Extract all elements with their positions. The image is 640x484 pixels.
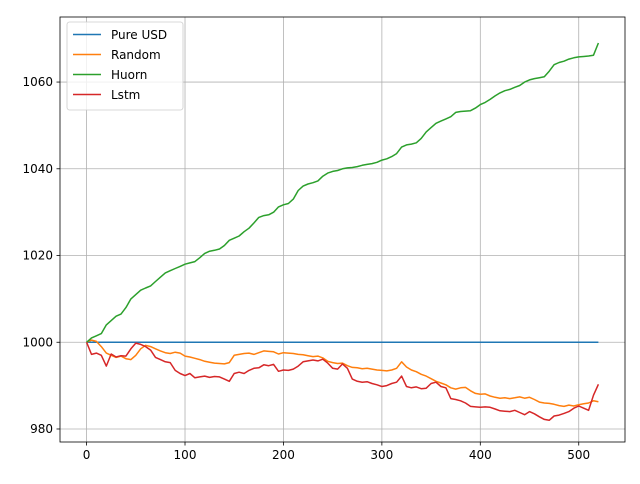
y-tick-label: 1040 xyxy=(22,162,53,176)
y-tick-label: 1000 xyxy=(22,335,53,349)
legend-label-lstm: Lstm xyxy=(111,88,140,102)
legend-box xyxy=(66,21,184,111)
x-axis: 0 100 200 300 400 500 xyxy=(83,442,590,462)
y-tick-label: 980 xyxy=(30,422,53,436)
legend: Pure USD Random Huorn Lstm xyxy=(66,21,184,111)
legend-label-random: Random xyxy=(111,48,161,62)
series-lines xyxy=(85,42,600,422)
x-tick-label: 0 xyxy=(83,448,91,462)
x-tick-label: 500 xyxy=(567,448,590,462)
legend-label-pure-usd: Pure USD xyxy=(111,28,167,42)
plot-frame xyxy=(59,16,626,443)
series-line-random xyxy=(86,339,599,408)
x-tick-label: 300 xyxy=(370,448,393,462)
x-tick-label: 200 xyxy=(272,448,295,462)
y-tick-label: 1020 xyxy=(22,249,53,263)
y-tick-label: 1060 xyxy=(22,75,53,89)
y-axis: 980 1000 1020 1040 1060 xyxy=(22,75,60,436)
x-tick-label: 100 xyxy=(174,448,197,462)
legend-label-huorn: Huorn xyxy=(111,68,147,82)
series-line-huorn xyxy=(86,42,600,343)
x-tick-label: 400 xyxy=(469,448,492,462)
series-line-lstm xyxy=(85,342,600,422)
